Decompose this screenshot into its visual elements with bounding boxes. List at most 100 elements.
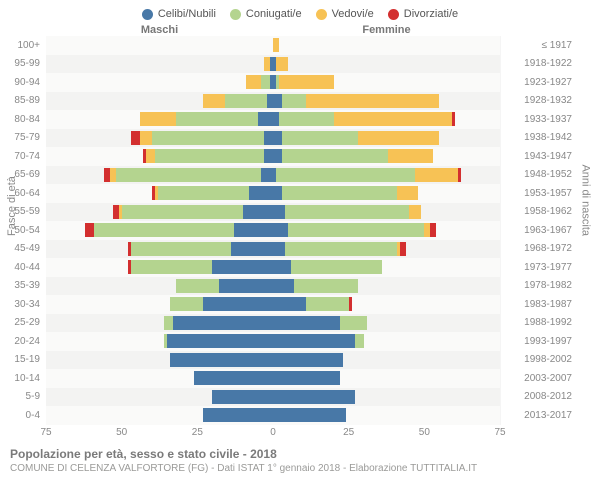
seg-div	[458, 168, 461, 182]
seg-cel	[273, 297, 306, 311]
seg-con	[294, 279, 358, 293]
seg-div	[349, 297, 352, 311]
seg-cel	[273, 149, 282, 163]
pyramid-row: 20-241993-1997	[10, 332, 590, 351]
legend-label: Divorziati/e	[404, 8, 458, 20]
male-bar	[128, 242, 273, 256]
birth-year-label: 1988-1992	[500, 317, 574, 328]
bar-area	[46, 110, 500, 129]
age-label: 95-99	[10, 58, 46, 69]
age-label: 60-64	[10, 188, 46, 199]
bar-area	[46, 73, 500, 92]
bar-area	[46, 332, 500, 351]
pyramid-row: 35-391978-1982	[10, 277, 590, 296]
female-header: Femmine	[273, 24, 500, 36]
legend-item: Vedovi/e	[316, 8, 374, 20]
seg-cel	[273, 353, 343, 367]
bar-area	[46, 221, 500, 240]
chart-title: Popolazione per età, sesso e stato civil…	[10, 447, 590, 461]
seg-ved	[140, 112, 176, 126]
bar-area	[46, 184, 500, 203]
seg-con	[155, 149, 264, 163]
female-bar	[273, 131, 439, 145]
seg-cel	[173, 316, 273, 330]
male-bar	[143, 149, 273, 163]
birth-year-label: 1963-1967	[500, 225, 574, 236]
seg-cel	[219, 279, 273, 293]
female-bar	[273, 260, 382, 274]
bar-area	[46, 166, 500, 185]
legend-item: Coniugati/e	[230, 8, 302, 20]
seg-ved	[203, 94, 224, 108]
male-bar	[85, 223, 273, 237]
birth-year-label: 1983-1987	[500, 299, 574, 310]
female-bar	[273, 408, 346, 422]
bar-area	[46, 258, 500, 277]
seg-con	[176, 112, 258, 126]
birth-year-label: 1998-2002	[500, 354, 574, 365]
legend-swatch	[388, 9, 399, 20]
age-label: 45-49	[10, 243, 46, 254]
pyramid-row: 65-691948-1952	[10, 166, 590, 185]
male-bar	[246, 75, 273, 89]
age-label: 40-44	[10, 262, 46, 273]
pyramid-row: 0-42013-2017	[10, 406, 590, 425]
seg-cel	[194, 371, 273, 385]
birth-year-label: ≤ 1917	[500, 40, 574, 51]
seg-ved	[279, 75, 333, 89]
seg-con	[285, 242, 397, 256]
seg-con	[170, 297, 203, 311]
x-tick: 75	[40, 427, 51, 438]
female-bar	[273, 75, 334, 89]
x-ticks: 0255075255075	[46, 427, 500, 441]
seg-ved	[415, 168, 457, 182]
male-bar	[170, 297, 273, 311]
legend-label: Coniugati/e	[246, 8, 302, 20]
seg-con	[131, 260, 213, 274]
seg-con	[282, 149, 388, 163]
seg-con	[288, 223, 424, 237]
birth-year-label: 1973-1977	[500, 262, 574, 273]
age-label: 55-59	[10, 206, 46, 217]
legend: Celibi/NubiliConiugati/eVedovi/eDivorzia…	[10, 8, 590, 20]
seg-cel	[261, 168, 273, 182]
seg-con	[282, 94, 306, 108]
pyramid-row: 50-541963-1967	[10, 221, 590, 240]
seg-con	[261, 75, 270, 89]
male-bar	[170, 353, 273, 367]
seg-con	[152, 131, 264, 145]
bar-area	[46, 388, 500, 407]
seg-con	[291, 260, 382, 274]
female-bar	[273, 223, 436, 237]
seg-cel	[167, 334, 273, 348]
x-tick: 0	[270, 427, 276, 438]
legend-swatch	[316, 9, 327, 20]
bar-area	[46, 277, 500, 296]
birth-year-label: 2008-2012	[500, 391, 574, 402]
pyramid-row: 30-341983-1987	[10, 295, 590, 314]
pyramid-row: 55-591958-1962	[10, 203, 590, 222]
seg-cel	[273, 408, 346, 422]
age-label: 20-24	[10, 336, 46, 347]
female-bar	[273, 205, 421, 219]
birth-year-label: 1933-1937	[500, 114, 574, 125]
seg-cel	[273, 334, 355, 348]
seg-cel	[273, 371, 340, 385]
seg-cel	[212, 390, 273, 404]
male-bar	[104, 168, 273, 182]
male-header: Maschi	[46, 24, 273, 36]
seg-con	[285, 205, 409, 219]
bar-area	[46, 36, 500, 55]
seg-ved	[273, 38, 279, 52]
male-bar	[203, 94, 273, 108]
pyramid-row: 80-841933-1937	[10, 110, 590, 129]
bar-area	[46, 55, 500, 74]
x-axis: 0255075255075	[10, 427, 590, 441]
seg-con	[164, 316, 173, 330]
seg-con	[94, 223, 233, 237]
seg-cel	[273, 94, 282, 108]
bar-area	[46, 129, 500, 148]
bar-area	[46, 147, 500, 166]
seg-div	[400, 242, 406, 256]
pyramid-row: 100+≤ 1917	[10, 36, 590, 55]
